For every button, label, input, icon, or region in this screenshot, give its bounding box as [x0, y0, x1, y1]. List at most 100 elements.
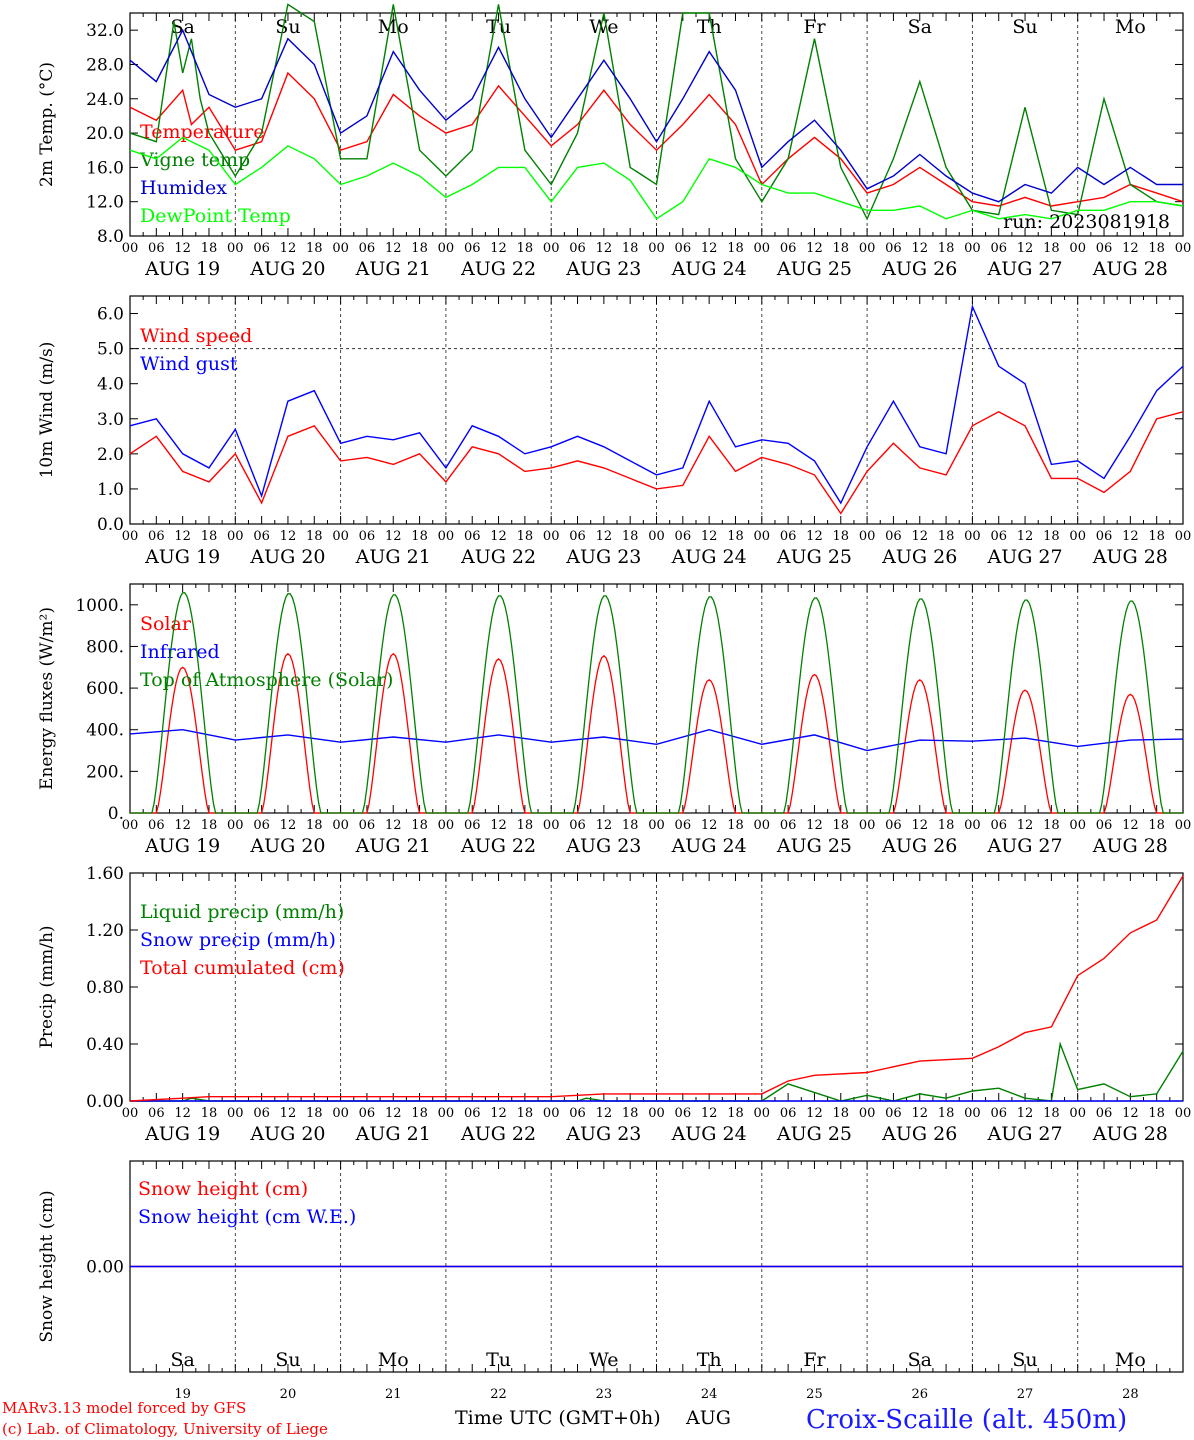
- hour-tick-label: 00: [754, 1106, 771, 1121]
- y-axis-title: Snow height (cm): [37, 1190, 57, 1342]
- hour-tick-label: 06: [885, 818, 902, 833]
- legend-entry: Temperature: [140, 121, 264, 143]
- hour-tick-label: 12: [806, 818, 823, 833]
- y-tick-label: 4.0: [97, 375, 124, 395]
- hour-tick-label: 00: [648, 1106, 665, 1121]
- date-label: AUG 28: [1092, 1123, 1168, 1145]
- hour-tick-label: 06: [569, 529, 586, 544]
- hour-tick-label: 18: [1148, 241, 1165, 256]
- hour-tick-label: 06: [1096, 529, 1113, 544]
- hour-tick-label: 00: [438, 818, 455, 833]
- hour-tick-label: 06: [464, 818, 481, 833]
- hour-tick-label: 18: [411, 529, 428, 544]
- y-axis-title: Energy fluxes (W/m²): [37, 607, 57, 790]
- y-tick-label: 0.: [108, 804, 124, 824]
- y-axis-title: 2m Temp. (°C): [37, 62, 57, 187]
- hour-tick-label: 12: [1122, 241, 1139, 256]
- date-label: AUG 25: [776, 258, 852, 280]
- hour-tick-label: 12: [1017, 1106, 1034, 1121]
- hour-tick-label: 18: [201, 1106, 218, 1121]
- hour-tick-label: 18: [517, 241, 534, 256]
- weekday-label: Sa: [170, 16, 194, 38]
- hour-tick-label: 00: [648, 818, 665, 833]
- series-vigne-temp: [129, 3, 1184, 221]
- day-number-label: 25: [806, 1387, 823, 1402]
- day-number-label: 28: [1122, 1387, 1139, 1402]
- hour-tick-label: 12: [280, 529, 297, 544]
- hour-tick-label: 06: [359, 1106, 376, 1121]
- credit-line-1: MARv3.13 model forced by GFS: [2, 1399, 246, 1417]
- hour-tick-label: 12: [385, 529, 402, 544]
- x-axis-label: Time UTC (GMT+0h): [455, 1407, 661, 1429]
- hour-tick-label: 06: [359, 818, 376, 833]
- y-tick-label: 0.80: [86, 978, 124, 998]
- hour-tick-label: 00: [648, 529, 665, 544]
- date-label: AUG 20: [249, 258, 325, 280]
- date-label: AUG 27: [986, 1123, 1062, 1145]
- hour-tick-label: 00: [438, 1106, 455, 1121]
- panel-3: 0. 200. 400. 600. 800. 1000. Energy fluxes (W/…: [37, 583, 1192, 857]
- date-label: AUG 27: [986, 258, 1062, 280]
- hour-tick-label: 12: [596, 241, 613, 256]
- day-number-label: 22: [490, 1387, 507, 1402]
- date-label: AUG 23: [565, 835, 641, 857]
- hour-tick-label: 06: [780, 818, 797, 833]
- hour-tick-label: 18: [622, 241, 639, 256]
- hour-tick-label: 12: [1122, 529, 1139, 544]
- hour-tick-label: 12: [911, 241, 928, 256]
- hour-tick-label: 18: [622, 1106, 639, 1121]
- hour-tick-label: 06: [569, 818, 586, 833]
- date-label: AUG 26: [881, 546, 957, 568]
- y-tick-label: 1.20: [86, 921, 124, 941]
- hour-tick-label: 00: [1175, 818, 1192, 833]
- credit-line-2: (c) Lab. of Climatology, University of L…: [2, 1420, 328, 1438]
- hour-tick-label: 18: [1043, 1106, 1060, 1121]
- hour-tick-label: 00: [227, 818, 244, 833]
- hour-tick-label: 18: [1148, 529, 1165, 544]
- day-number-label: 27: [1017, 1387, 1034, 1402]
- legend-entry: DewPoint Temp: [140, 205, 291, 227]
- y-tick-label: 20.0: [86, 124, 124, 144]
- hour-tick-label: 00: [332, 529, 349, 544]
- hour-tick-label: 18: [938, 241, 955, 256]
- date-label: AUG 28: [1092, 546, 1168, 568]
- hour-tick-label: 00: [648, 241, 665, 256]
- y-tick-label: 24.0: [86, 90, 124, 110]
- hour-tick-label: 12: [701, 818, 718, 833]
- date-label: AUG 24: [671, 835, 747, 857]
- hour-tick-label: 18: [727, 1106, 744, 1121]
- hour-tick-label: 06: [1096, 1106, 1113, 1121]
- date-label: AUG 20: [249, 835, 325, 857]
- hour-tick-label: 06: [464, 529, 481, 544]
- hour-tick-label: 12: [174, 529, 191, 544]
- date-label: AUG 19: [144, 258, 220, 280]
- hour-tick-label: 18: [938, 529, 955, 544]
- hour-tick-label: 18: [1043, 529, 1060, 544]
- y-tick-label: 6.0: [97, 305, 124, 325]
- hour-tick-label: 00: [543, 241, 560, 256]
- hour-tick-label: 00: [1069, 818, 1086, 833]
- series-wind-speed: [129, 411, 1184, 515]
- hour-tick-label: 06: [675, 1106, 692, 1121]
- y-tick-label: 0.00: [86, 1092, 124, 1112]
- date-label: AUG 21: [355, 258, 431, 280]
- date-label: AUG 26: [881, 835, 957, 857]
- hour-tick-label: 12: [174, 1106, 191, 1121]
- hour-tick-label: 12: [701, 241, 718, 256]
- footer: MARv3.13 model forced by GFS (c) Lab. of…: [2, 1399, 1127, 1438]
- station-label: Croix-Scaille (alt. 450m): [806, 1405, 1127, 1435]
- hour-tick-label: 00: [1175, 241, 1192, 256]
- series-total-cumulated-cm-: [129, 875, 1184, 1102]
- date-label: AUG 25: [776, 546, 852, 568]
- date-label: AUG 25: [776, 835, 852, 857]
- weekday-label: Sa: [170, 1349, 194, 1371]
- date-label: AUG 28: [1092, 258, 1168, 280]
- hour-tick-label: 18: [833, 529, 850, 544]
- hour-tick-label: 00: [964, 818, 981, 833]
- hour-tick-label: 18: [411, 818, 428, 833]
- weekday-label: Su: [1012, 1349, 1037, 1371]
- hour-tick-label: 12: [596, 818, 613, 833]
- date-label: AUG 23: [565, 1123, 641, 1145]
- date-label: AUG 19: [144, 835, 220, 857]
